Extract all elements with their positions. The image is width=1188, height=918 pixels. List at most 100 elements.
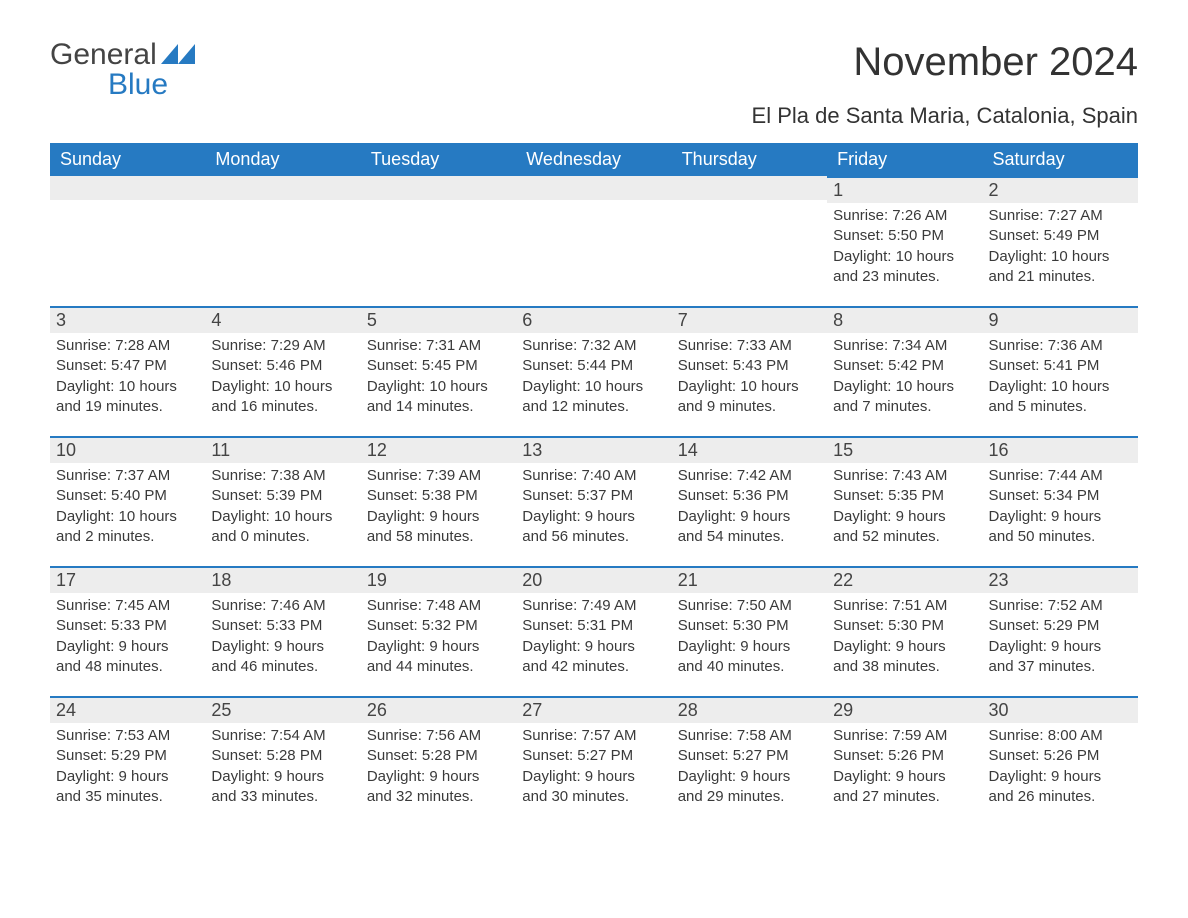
calendar-cell: 5Sunrise: 7:31 AMSunset: 5:45 PMDaylight… bbox=[361, 306, 516, 436]
sunrise-text: Sunrise: 7:57 AM bbox=[522, 726, 665, 746]
day-details: Sunrise: 7:31 AMSunset: 5:45 PMDaylight:… bbox=[361, 333, 516, 417]
daylight-line2: and 9 minutes. bbox=[678, 397, 821, 417]
empty-day-bar bbox=[50, 176, 205, 200]
calendar-table: SundayMondayTuesdayWednesdayThursdayFrid… bbox=[50, 143, 1138, 826]
calendar-cell: 28Sunrise: 7:58 AMSunset: 5:27 PMDayligh… bbox=[672, 696, 827, 826]
sunrise-text: Sunrise: 7:28 AM bbox=[56, 336, 199, 356]
sunrise-text: Sunrise: 8:00 AM bbox=[989, 726, 1132, 746]
calendar-cell: 1Sunrise: 7:26 AMSunset: 5:50 PMDaylight… bbox=[827, 176, 982, 306]
daylight-line2: and 12 minutes. bbox=[522, 397, 665, 417]
day-details: Sunrise: 7:38 AMSunset: 5:39 PMDaylight:… bbox=[205, 463, 360, 547]
sunrise-text: Sunrise: 7:59 AM bbox=[833, 726, 976, 746]
calendar-week: 10Sunrise: 7:37 AMSunset: 5:40 PMDayligh… bbox=[50, 436, 1138, 566]
day-details: Sunrise: 7:36 AMSunset: 5:41 PMDaylight:… bbox=[983, 333, 1138, 417]
day-details: Sunrise: 7:39 AMSunset: 5:38 PMDaylight:… bbox=[361, 463, 516, 547]
location: El Pla de Santa Maria, Catalonia, Spain bbox=[752, 103, 1138, 129]
calendar-cell bbox=[50, 176, 205, 306]
day-details: Sunrise: 7:58 AMSunset: 5:27 PMDaylight:… bbox=[672, 723, 827, 807]
daylight-line2: and 26 minutes. bbox=[989, 787, 1132, 807]
day-number: 23 bbox=[983, 566, 1138, 593]
calendar-body: 1Sunrise: 7:26 AMSunset: 5:50 PMDaylight… bbox=[50, 176, 1138, 826]
calendar-cell: 22Sunrise: 7:51 AMSunset: 5:30 PMDayligh… bbox=[827, 566, 982, 696]
day-cell: 15Sunrise: 7:43 AMSunset: 5:35 PMDayligh… bbox=[827, 436, 982, 561]
day-number: 29 bbox=[827, 696, 982, 723]
sunrise-text: Sunrise: 7:56 AM bbox=[367, 726, 510, 746]
day-details: Sunrise: 7:54 AMSunset: 5:28 PMDaylight:… bbox=[205, 723, 360, 807]
calendar-cell: 9Sunrise: 7:36 AMSunset: 5:41 PMDaylight… bbox=[983, 306, 1138, 436]
daylight-line1: Daylight: 10 hours bbox=[833, 247, 976, 267]
daylight-line1: Daylight: 10 hours bbox=[989, 247, 1132, 267]
sunset-text: Sunset: 5:27 PM bbox=[678, 746, 821, 766]
sunrise-text: Sunrise: 7:50 AM bbox=[678, 596, 821, 616]
day-details: Sunrise: 7:51 AMSunset: 5:30 PMDaylight:… bbox=[827, 593, 982, 677]
daylight-line1: Daylight: 10 hours bbox=[211, 377, 354, 397]
day-cell: 21Sunrise: 7:50 AMSunset: 5:30 PMDayligh… bbox=[672, 566, 827, 691]
sunset-text: Sunset: 5:43 PM bbox=[678, 356, 821, 376]
day-cell: 16Sunrise: 7:44 AMSunset: 5:34 PMDayligh… bbox=[983, 436, 1138, 561]
weekday-header: Tuesday bbox=[361, 143, 516, 176]
day-number: 18 bbox=[205, 566, 360, 593]
day-details: Sunrise: 7:42 AMSunset: 5:36 PMDaylight:… bbox=[672, 463, 827, 547]
day-cell: 3Sunrise: 7:28 AMSunset: 5:47 PMDaylight… bbox=[50, 306, 205, 431]
sunset-text: Sunset: 5:36 PM bbox=[678, 486, 821, 506]
day-details: Sunrise: 7:40 AMSunset: 5:37 PMDaylight:… bbox=[516, 463, 671, 547]
calendar-cell: 20Sunrise: 7:49 AMSunset: 5:31 PMDayligh… bbox=[516, 566, 671, 696]
sunset-text: Sunset: 5:44 PM bbox=[522, 356, 665, 376]
sunset-text: Sunset: 5:27 PM bbox=[522, 746, 665, 766]
day-details: Sunrise: 7:43 AMSunset: 5:35 PMDaylight:… bbox=[827, 463, 982, 547]
calendar-cell: 24Sunrise: 7:53 AMSunset: 5:29 PMDayligh… bbox=[50, 696, 205, 826]
day-cell: 11Sunrise: 7:38 AMSunset: 5:39 PMDayligh… bbox=[205, 436, 360, 561]
sunset-text: Sunset: 5:28 PM bbox=[367, 746, 510, 766]
month-title: November 2024 bbox=[752, 40, 1138, 85]
day-cell: 26Sunrise: 7:56 AMSunset: 5:28 PMDayligh… bbox=[361, 696, 516, 821]
calendar-cell: 30Sunrise: 8:00 AMSunset: 5:26 PMDayligh… bbox=[983, 696, 1138, 826]
daylight-line1: Daylight: 9 hours bbox=[678, 637, 821, 657]
day-details: Sunrise: 7:46 AMSunset: 5:33 PMDaylight:… bbox=[205, 593, 360, 677]
day-details: Sunrise: 7:32 AMSunset: 5:44 PMDaylight:… bbox=[516, 333, 671, 417]
day-number: 13 bbox=[516, 436, 671, 463]
day-details: Sunrise: 7:28 AMSunset: 5:47 PMDaylight:… bbox=[50, 333, 205, 417]
calendar-cell bbox=[516, 176, 671, 306]
daylight-line1: Daylight: 9 hours bbox=[211, 767, 354, 787]
day-details: Sunrise: 7:48 AMSunset: 5:32 PMDaylight:… bbox=[361, 593, 516, 677]
sunrise-text: Sunrise: 7:34 AM bbox=[833, 336, 976, 356]
calendar-cell: 23Sunrise: 7:52 AMSunset: 5:29 PMDayligh… bbox=[983, 566, 1138, 696]
daylight-line1: Daylight: 9 hours bbox=[833, 767, 976, 787]
sunrise-text: Sunrise: 7:49 AM bbox=[522, 596, 665, 616]
day-cell: 27Sunrise: 7:57 AMSunset: 5:27 PMDayligh… bbox=[516, 696, 671, 821]
logo-triangle-icon bbox=[161, 40, 195, 70]
calendar-cell: 3Sunrise: 7:28 AMSunset: 5:47 PMDaylight… bbox=[50, 306, 205, 436]
sunset-text: Sunset: 5:35 PM bbox=[833, 486, 976, 506]
daylight-line1: Daylight: 9 hours bbox=[522, 767, 665, 787]
day-number: 22 bbox=[827, 566, 982, 593]
day-cell: 28Sunrise: 7:58 AMSunset: 5:27 PMDayligh… bbox=[672, 696, 827, 821]
weekday-header: Monday bbox=[205, 143, 360, 176]
sunset-text: Sunset: 5:30 PM bbox=[833, 616, 976, 636]
weekday-header-row: SundayMondayTuesdayWednesdayThursdayFrid… bbox=[50, 143, 1138, 176]
daylight-line1: Daylight: 10 hours bbox=[833, 377, 976, 397]
sunset-text: Sunset: 5:39 PM bbox=[211, 486, 354, 506]
sunset-text: Sunset: 5:37 PM bbox=[522, 486, 665, 506]
daylight-line1: Daylight: 9 hours bbox=[678, 767, 821, 787]
daylight-line1: Daylight: 10 hours bbox=[678, 377, 821, 397]
calendar-cell bbox=[361, 176, 516, 306]
calendar-cell: 13Sunrise: 7:40 AMSunset: 5:37 PMDayligh… bbox=[516, 436, 671, 566]
logo-word2: Blue bbox=[108, 70, 195, 100]
title-block: November 2024 El Pla de Santa Maria, Cat… bbox=[752, 40, 1138, 135]
sunrise-text: Sunrise: 7:38 AM bbox=[211, 466, 354, 486]
sunset-text: Sunset: 5:47 PM bbox=[56, 356, 199, 376]
day-cell: 20Sunrise: 7:49 AMSunset: 5:31 PMDayligh… bbox=[516, 566, 671, 691]
day-number: 3 bbox=[50, 306, 205, 333]
day-cell: 30Sunrise: 8:00 AMSunset: 5:26 PMDayligh… bbox=[983, 696, 1138, 821]
day-number: 17 bbox=[50, 566, 205, 593]
sunset-text: Sunset: 5:28 PM bbox=[211, 746, 354, 766]
daylight-line2: and 21 minutes. bbox=[989, 267, 1132, 287]
sunset-text: Sunset: 5:32 PM bbox=[367, 616, 510, 636]
daylight-line2: and 16 minutes. bbox=[211, 397, 354, 417]
daylight-line2: and 2 minutes. bbox=[56, 527, 199, 547]
daylight-line2: and 48 minutes. bbox=[56, 657, 199, 677]
sunset-text: Sunset: 5:33 PM bbox=[211, 616, 354, 636]
day-cell: 13Sunrise: 7:40 AMSunset: 5:37 PMDayligh… bbox=[516, 436, 671, 561]
daylight-line1: Daylight: 9 hours bbox=[56, 767, 199, 787]
day-number: 10 bbox=[50, 436, 205, 463]
